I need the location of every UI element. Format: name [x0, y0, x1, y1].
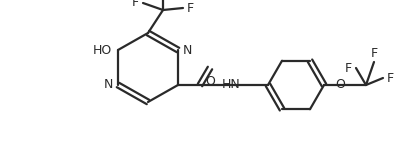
Text: HO: HO — [93, 44, 112, 57]
Text: N: N — [183, 44, 192, 57]
Text: F: F — [387, 71, 394, 84]
Text: O: O — [335, 78, 345, 91]
Text: F: F — [345, 62, 352, 75]
Text: O: O — [205, 75, 215, 88]
Text: F: F — [132, 0, 139, 9]
Text: N: N — [104, 78, 113, 91]
Text: F: F — [370, 47, 377, 60]
Text: HN: HN — [222, 78, 241, 91]
Text: F: F — [187, 2, 194, 15]
